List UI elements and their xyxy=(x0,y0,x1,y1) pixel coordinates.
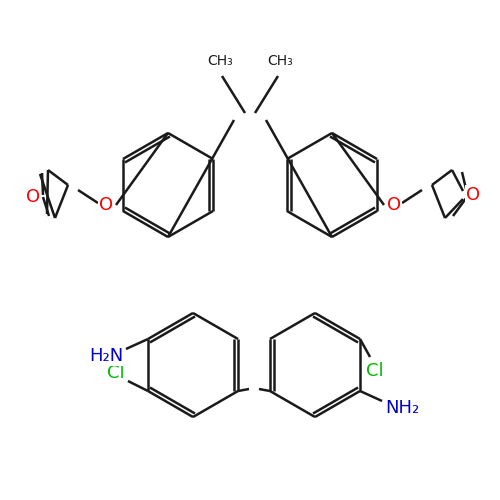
Text: Cl: Cl xyxy=(107,364,125,382)
Text: Cl: Cl xyxy=(366,362,384,380)
Text: O: O xyxy=(26,188,40,206)
Text: H₂N: H₂N xyxy=(89,347,123,365)
Text: O: O xyxy=(466,186,480,204)
Text: CH₃: CH₃ xyxy=(267,54,293,68)
Text: CH₃: CH₃ xyxy=(207,54,233,68)
Text: NH₂: NH₂ xyxy=(385,399,419,417)
Text: O: O xyxy=(99,196,113,214)
Text: O: O xyxy=(387,196,401,214)
